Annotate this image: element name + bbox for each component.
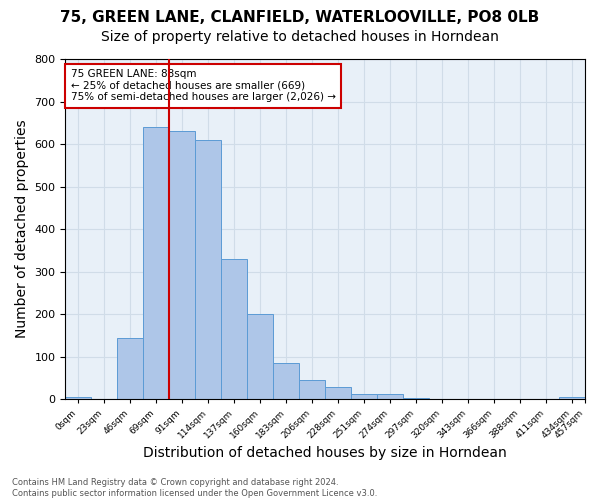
Bar: [403, 398, 429, 400]
Text: 75, GREEN LANE, CLANFIELD, WATERLOOVILLE, PO8 0LB: 75, GREEN LANE, CLANFIELD, WATERLOOVILLE…: [61, 10, 539, 25]
Bar: [65, 397, 91, 400]
Bar: [169, 132, 196, 400]
Bar: [325, 388, 351, 400]
Bar: [351, 394, 377, 400]
Bar: [299, 380, 325, 400]
Bar: [143, 127, 169, 400]
Bar: [196, 140, 221, 400]
Bar: [377, 394, 403, 400]
Bar: [559, 397, 585, 400]
Text: 75 GREEN LANE: 88sqm
← 25% of detached houses are smaller (669)
75% of semi-deta: 75 GREEN LANE: 88sqm ← 25% of detached h…: [71, 69, 335, 102]
Bar: [118, 338, 143, 400]
Bar: [247, 314, 273, 400]
Bar: [221, 259, 247, 400]
Text: Contains HM Land Registry data © Crown copyright and database right 2024.
Contai: Contains HM Land Registry data © Crown c…: [12, 478, 377, 498]
Text: Size of property relative to detached houses in Horndean: Size of property relative to detached ho…: [101, 30, 499, 44]
Y-axis label: Number of detached properties: Number of detached properties: [15, 120, 29, 338]
Bar: [273, 363, 299, 400]
X-axis label: Distribution of detached houses by size in Horndean: Distribution of detached houses by size …: [143, 446, 507, 460]
